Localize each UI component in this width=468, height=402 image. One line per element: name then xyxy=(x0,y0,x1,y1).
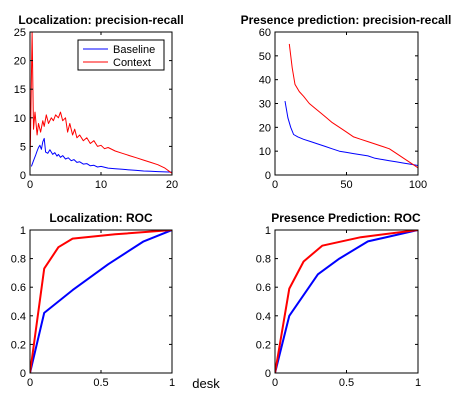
plot-frame xyxy=(29,229,173,374)
y-tick-label: 0.6 xyxy=(11,282,26,294)
y-tick-label: 0.2 xyxy=(256,339,271,351)
y-tick-label: 1 xyxy=(265,225,271,237)
x-tick-label: 10 xyxy=(95,179,107,191)
y-tick-label: 0.6 xyxy=(256,282,271,294)
chart-title: Localization: precision-recall xyxy=(18,13,183,27)
y-tick-label: 0 xyxy=(20,368,26,380)
y-tick-label: 1 xyxy=(20,225,26,237)
y-tick-label: 0.8 xyxy=(256,254,271,266)
x-tick-label: 0 xyxy=(27,377,33,389)
y-tick-label: 0.2 xyxy=(11,339,26,351)
y-tick-label: 0 xyxy=(265,170,271,182)
chart-title: Localization: ROC xyxy=(49,211,153,225)
chart-title: Presence prediction: precision-recall xyxy=(241,13,452,27)
series-line-baseline xyxy=(30,137,172,173)
y-tick-label: 30 xyxy=(259,99,271,111)
x-tick-label: 0.5 xyxy=(339,377,354,389)
plot-frame xyxy=(274,229,419,374)
y-tick-label: 0 xyxy=(265,368,271,380)
chart-pres-pr: Presence prediction: precision-recall 0 50… xyxy=(241,13,452,191)
y-tick-label: 15 xyxy=(14,84,26,96)
series-line-context xyxy=(30,32,172,174)
x-tick-label: 20 xyxy=(166,179,178,191)
y-tick-label: 40 xyxy=(259,75,271,87)
chart-loc-roc: Localization: ROC 0 0.5 1 0 0.2 0.4 0.6 0.8 1 xyxy=(11,211,175,389)
series-line-baseline xyxy=(275,230,418,373)
y-tick-label: 10 xyxy=(14,113,26,125)
y-tick-label: 0 xyxy=(20,170,26,182)
y-tick-label: 0.8 xyxy=(11,254,26,266)
y-tick-label: 5 xyxy=(20,141,26,153)
y-tick-label: 20 xyxy=(14,56,26,68)
y-tick-label: 25 xyxy=(14,27,26,39)
chart-title: Presence Prediction: ROC xyxy=(271,211,421,225)
y-tick-label: 0.4 xyxy=(11,311,26,323)
legend-label: Context xyxy=(113,57,151,69)
chart-loc-pr: Localization: precision-recall 0 10 20 0 5 10 1… xyxy=(14,13,184,191)
chart-pres-roc: Presence Prediction: ROC 0 0.5 1 0 0.2 0.4 0.6 0… xyxy=(256,211,421,389)
series-line-baseline xyxy=(30,230,172,373)
x-tick-label: 100 xyxy=(409,179,427,191)
x-tick-label: 0.5 xyxy=(93,377,108,389)
series-line-baseline xyxy=(284,101,418,166)
y-tick-label: 20 xyxy=(259,122,271,134)
legend-box xyxy=(77,39,165,71)
x-tick-label: 0 xyxy=(272,377,278,389)
x-tick-label: 1 xyxy=(415,377,421,389)
y-tick-label: 50 xyxy=(259,51,271,63)
series-line-context xyxy=(288,43,418,169)
y-tick-label: 10 xyxy=(259,146,271,158)
series-line-context xyxy=(30,230,172,373)
legend-label: Baseline xyxy=(113,44,155,56)
series-line-context xyxy=(275,230,418,373)
x-tick-label: 0 xyxy=(27,179,33,191)
y-tick-label: 60 xyxy=(259,27,271,39)
x-tick-label: 1 xyxy=(169,377,175,389)
y-tick-label: 0.4 xyxy=(256,311,271,323)
figure-caption: desk xyxy=(192,376,220,391)
x-tick-label: 50 xyxy=(340,179,352,191)
x-tick-label: 0 xyxy=(272,179,278,191)
